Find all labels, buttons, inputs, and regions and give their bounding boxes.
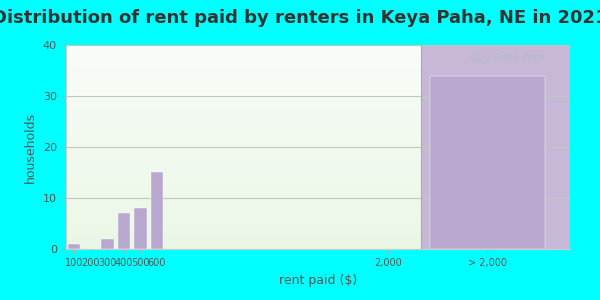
Bar: [134, 208, 146, 249]
Text: City-Data.com: City-Data.com: [470, 53, 545, 63]
Bar: [421, 45, 570, 249]
Bar: [101, 239, 113, 249]
X-axis label: rent paid ($): rent paid ($): [279, 274, 357, 286]
Y-axis label: households: households: [24, 111, 37, 183]
Text: Distribution of rent paid by renters in Keya Paha, NE in 2021: Distribution of rent paid by renters in …: [0, 9, 600, 27]
Bar: [151, 172, 163, 249]
Bar: [68, 244, 80, 249]
Bar: [430, 76, 545, 249]
Bar: [118, 213, 130, 249]
